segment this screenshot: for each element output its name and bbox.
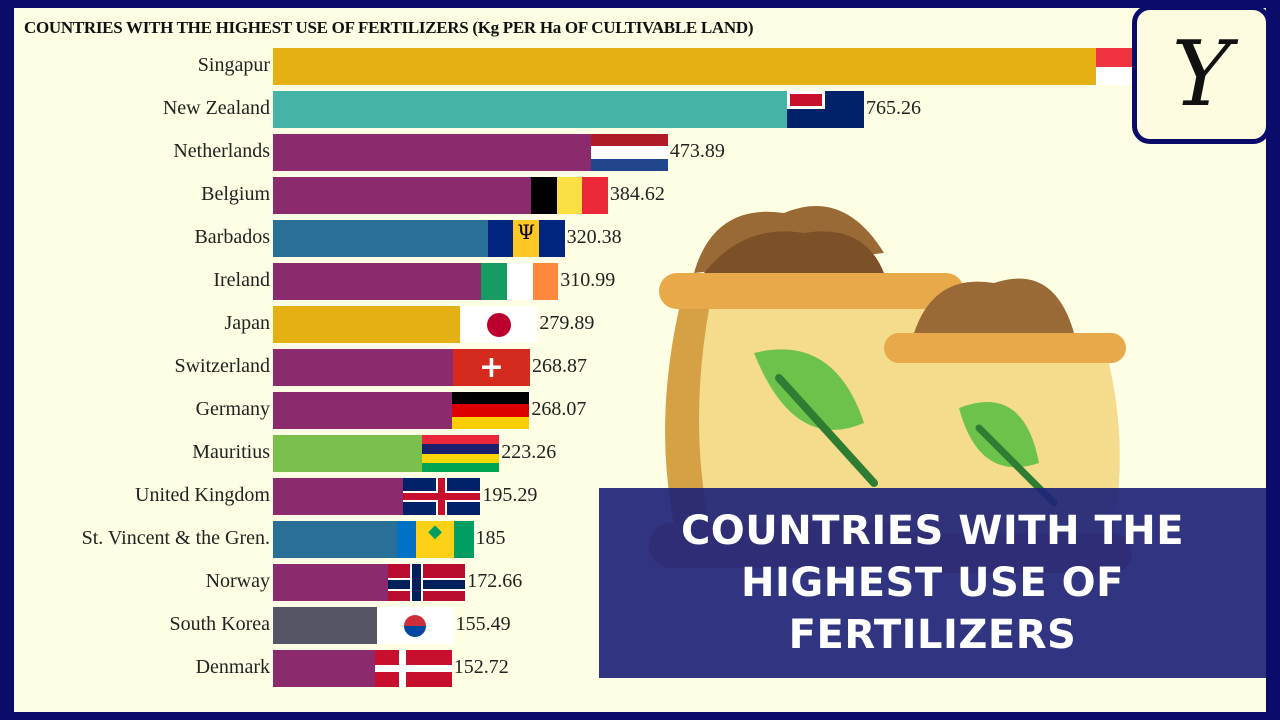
- bar-singapore: [273, 48, 1173, 85]
- category-label: Netherlands: [173, 140, 270, 162]
- banner-text: COUNTRIES WITH THE HIGHEST USE OF FERTIL…: [680, 508, 1185, 658]
- barbados-flag-icon: Ψ: [487, 220, 565, 257]
- category-label: Denmark: [195, 656, 270, 678]
- category-label: Mauritius: [192, 441, 270, 463]
- south-korea-flag-icon: [376, 607, 454, 644]
- value-label: 223.26: [501, 441, 557, 463]
- category-label: Norway: [205, 570, 270, 592]
- category-label: United Kingdom: [135, 484, 270, 506]
- value-label: 155.49: [455, 613, 511, 635]
- title-banner: COUNTRIES WITH THE HIGHEST USE OF FERTIL…: [599, 488, 1266, 678]
- bar-new-zealand: [273, 91, 865, 128]
- value-label: 320.38: [566, 226, 622, 248]
- netherlands-flag-icon: [590, 134, 668, 171]
- value-label: 268.87: [531, 355, 587, 377]
- switzerland-flag-icon: +: [452, 349, 530, 386]
- value-label: 310.99: [560, 269, 616, 291]
- mauritius-flag-icon: [422, 435, 500, 472]
- new-zealand-flag-icon: [787, 91, 865, 128]
- germany-flag-icon: [452, 392, 530, 429]
- belgium-flag-icon: [530, 177, 608, 214]
- category-label: Belgium: [201, 183, 270, 205]
- category-label: St. Vincent & the Gren.: [81, 527, 270, 549]
- category-label: Ireland: [213, 269, 270, 291]
- value-label: 279.89: [539, 312, 595, 334]
- value-label: 172.66: [467, 570, 523, 592]
- value-label: 195.29: [482, 484, 538, 506]
- japan-flag-icon: [460, 306, 538, 343]
- category-label: Switzerland: [174, 355, 270, 377]
- st-vincent-flag-icon: ◆: [396, 521, 474, 558]
- category-label: Japan: [224, 312, 270, 334]
- denmark-flag-icon: [374, 650, 452, 687]
- value-label: 473.89: [669, 140, 725, 162]
- ireland-flag-icon: [481, 263, 559, 300]
- value-label: 152.72: [453, 656, 509, 678]
- chart-title: COUNTRIES WITH THE HIGHEST USE OF FERTIL…: [24, 18, 754, 37]
- category-label: New Zealand: [162, 97, 270, 119]
- united-kingdom-flag-icon: [403, 478, 481, 515]
- value-label: 185: [475, 527, 506, 549]
- category-label: Barbados: [194, 226, 270, 248]
- value-label: 268.07: [531, 398, 587, 420]
- category-label: Germany: [195, 398, 270, 420]
- large-bag: [649, 206, 969, 568]
- category-label: Singapur: [197, 54, 270, 76]
- value-label: 765.26: [866, 97, 922, 119]
- chart-frame: COUNTRIES WITH THE HIGHEST USE OF FERTIL…: [14, 8, 1266, 712]
- value-label: 384.62: [609, 183, 665, 205]
- logo-letter: Y: [1171, 22, 1232, 127]
- norway-flag-icon: [388, 564, 466, 601]
- category-label: South Korea: [169, 613, 270, 635]
- channel-logo: Y: [1132, 5, 1271, 144]
